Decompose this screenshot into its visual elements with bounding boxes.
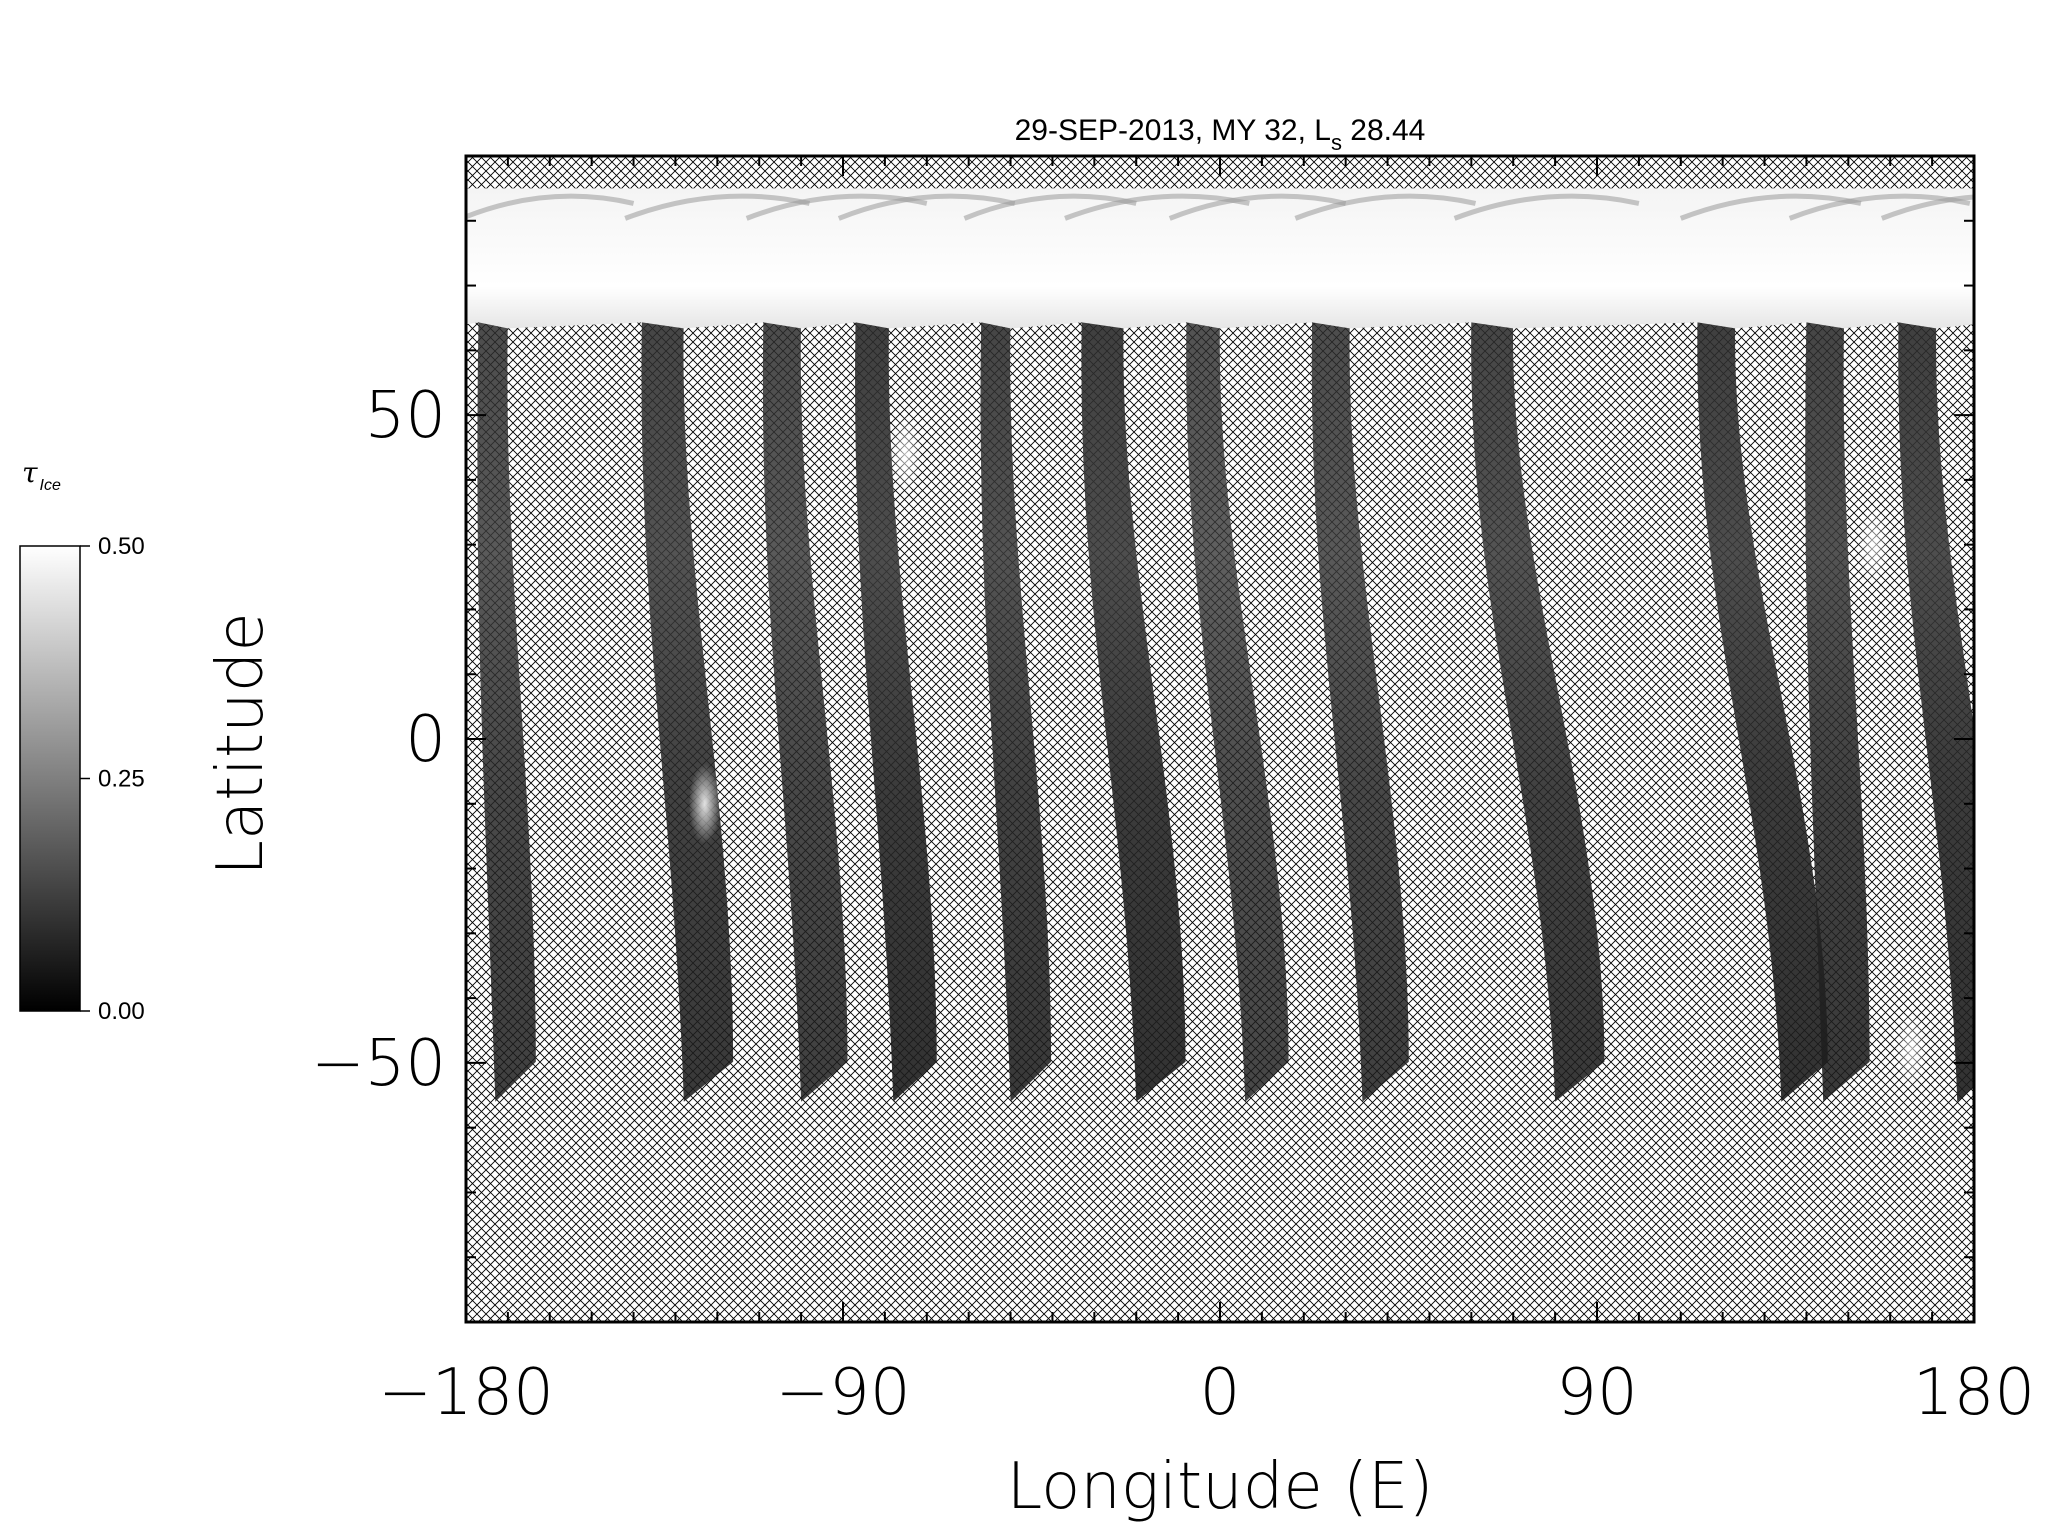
chart-title: 29-SEP-2013, MY 32, Ls 28.44 <box>1015 114 1426 155</box>
swath-11 <box>1805 317 1870 1102</box>
swath-9 <box>1471 317 1605 1102</box>
swath-6 <box>1081 317 1186 1102</box>
colorbar-title-symbol: τ <box>22 456 38 489</box>
swath-5 <box>980 317 1052 1102</box>
swath-12 <box>1898 317 1974 1102</box>
colorbar: τ Ice 0.00 0.25 0.50 <box>19 456 145 1025</box>
cap-orbit-edge-7 <box>1168 193 1347 221</box>
swath-8 <box>1311 317 1409 1102</box>
y-tick-label: 0 <box>405 703 446 777</box>
x-tick-label: 90 <box>1556 1356 1637 1430</box>
bright-patch-2 <box>889 413 922 494</box>
cap-orbit-edge-2 <box>624 193 811 221</box>
bright-patch-4 <box>1895 1009 1928 1090</box>
title-subscript: s <box>1331 130 1342 155</box>
cap-orbit-edge-12 <box>1880 194 1974 221</box>
cap-orbit-edge-8 <box>1294 193 1477 221</box>
colorbar-tick-label: 0.50 <box>98 533 145 560</box>
title-prefix: 29-SEP-2013, MY 32, L <box>1015 114 1331 147</box>
y-tick-label: 50 <box>365 379 446 453</box>
x-tick-label: −180 <box>378 1356 554 1430</box>
x-tick-label: 180 <box>1913 1356 2035 1430</box>
colorbar-tick-label: 0.00 <box>98 998 145 1025</box>
x-axis-title: Longitude (E) <box>1007 1450 1434 1524</box>
swath-4 <box>855 317 937 1102</box>
map-data-layer <box>466 188 1974 1102</box>
colorbar-gradient <box>19 545 81 1012</box>
swath-10 <box>1697 317 1828 1102</box>
title-suffix: 28.44 <box>1342 114 1425 147</box>
colorbar-ticks: 0.00 0.25 0.50 <box>80 533 145 1025</box>
x-tick-label: 0 <box>1200 1356 1241 1430</box>
swath-2 <box>641 317 734 1102</box>
cap-orbit-edge-4 <box>837 193 1016 221</box>
colorbar-title: τ Ice <box>22 456 61 494</box>
swath-7 <box>1186 317 1289 1102</box>
bright-patch-1 <box>688 763 721 844</box>
bright-patch-3 <box>1857 504 1890 585</box>
axis-ticks: −180 −90 0 90 180 −50 0 50 <box>311 155 2035 1430</box>
cap-orbit-edge-1 <box>466 193 635 220</box>
north-polar-cap <box>466 188 1974 329</box>
cap-orbit-edge-10 <box>1679 193 1862 221</box>
swath-1 <box>477 317 536 1102</box>
colorbar-tick-label: 0.25 <box>98 766 145 793</box>
x-tick-label: −90 <box>775 1356 910 1430</box>
colorbar-title-subscript: Ice <box>40 477 61 494</box>
cap-orbit-edge-5 <box>963 193 1137 221</box>
swath-3 <box>762 317 848 1102</box>
plot-frame <box>464 154 1976 1324</box>
y-tick-label: −50 <box>311 1027 446 1101</box>
cap-orbit-edge-9 <box>1453 193 1640 221</box>
y-axis-title: Latitude <box>204 612 278 875</box>
